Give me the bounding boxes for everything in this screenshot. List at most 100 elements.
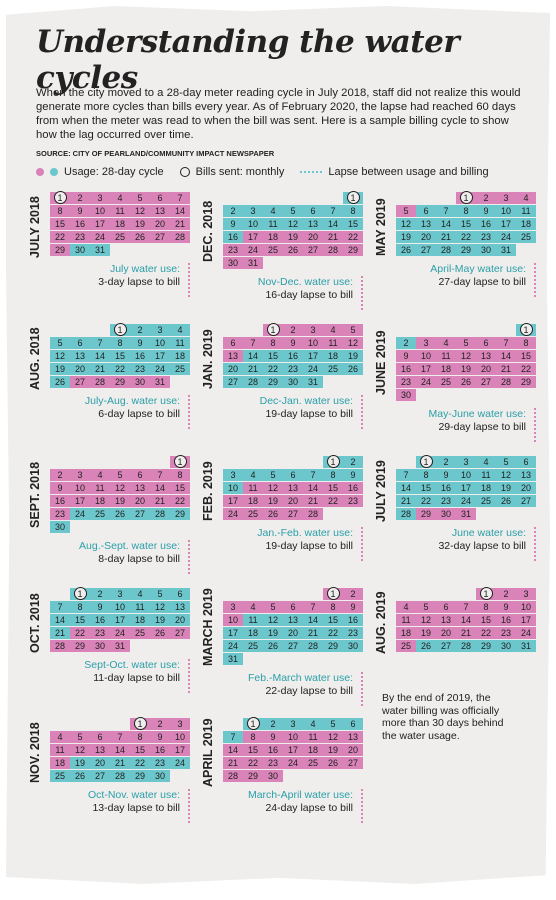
day-cell: 29 — [323, 640, 343, 652]
source: SOURCE: CITY OF PEARLAND/COMMUNITY IMPAC… — [36, 149, 275, 158]
day-cell: 25 — [90, 508, 110, 520]
day-cell: 30 — [476, 244, 496, 256]
day-number: 27 — [74, 377, 85, 387]
day-cell: 27 — [416, 244, 436, 256]
day-cell: 20 — [476, 363, 496, 375]
day-number: 18 — [327, 351, 338, 361]
note-text: 8-day lapse to bill — [98, 552, 180, 565]
day-cell: 29 — [243, 770, 263, 782]
day-cell: 1 — [456, 191, 476, 204]
day-number: 11 — [401, 615, 411, 625]
day-cell: 30 — [283, 376, 303, 388]
day-number: 17 — [420, 364, 431, 374]
day-number: 11 — [248, 615, 258, 625]
day-number: 19 — [400, 232, 411, 242]
day-cell: 6 — [516, 456, 536, 468]
day-cell: 25 — [170, 363, 190, 375]
day-cell: 1 — [70, 587, 90, 600]
day-number: 18 — [114, 219, 125, 229]
day-number: 28 — [327, 245, 338, 255]
day-number: 25 — [174, 364, 185, 374]
day-cell: 21 — [150, 495, 170, 507]
day-cell: 25 — [516, 231, 536, 243]
day-number: 19 — [267, 496, 278, 506]
day-number: 31 — [227, 654, 238, 664]
day-cell: 2 — [343, 588, 363, 600]
day-number: 24 — [520, 628, 531, 638]
day-cell: 28 — [303, 640, 323, 652]
day-cell: 13 — [283, 482, 303, 494]
day-number: 5 — [157, 589, 163, 599]
day-number: 24 — [500, 232, 511, 242]
day-cell: 9 — [496, 601, 516, 613]
day-cell: 5 — [50, 337, 70, 349]
day-cell: 26 — [70, 770, 90, 782]
day-cell: 21 — [396, 495, 416, 507]
note: Nov-Dec. water use: 16-day lapse to bill — [223, 276, 353, 301]
day-number: 13 — [74, 351, 85, 361]
day-number: 19 — [460, 364, 471, 374]
day-cell: 19 — [263, 495, 283, 507]
day-cell: 4 — [396, 601, 416, 613]
month-label: OCT. 2018 — [28, 593, 42, 653]
day-number: 23 — [74, 232, 85, 242]
intro: When the city moved to a 28-day meter re… — [36, 87, 521, 141]
note-text: 24-day lapse to bill — [265, 801, 353, 814]
day-cell: 22 — [476, 627, 496, 639]
day-cell: 7 — [90, 337, 110, 349]
day-number: 26 — [114, 509, 125, 519]
day-cell: 28 — [456, 640, 476, 652]
day-cell: 11 — [476, 469, 496, 481]
day-number: 3 — [503, 193, 509, 203]
day-cell: 10 — [170, 731, 190, 743]
day-cell: 22 — [516, 363, 536, 375]
day-number: 18 — [307, 745, 318, 755]
day-number: 3 — [157, 325, 163, 335]
day-number: 6 — [137, 470, 143, 480]
day-number: 9 — [350, 470, 356, 480]
day-cell: 21 — [436, 231, 456, 243]
day-cell: 27 — [476, 376, 496, 388]
day-number: 12 — [114, 483, 125, 493]
day-number: 23 — [440, 496, 451, 506]
day-cell: 18 — [243, 627, 263, 639]
day-number: 22 — [54, 232, 65, 242]
day-number: 12 — [134, 206, 145, 216]
day-cell: 7 — [243, 337, 263, 349]
day-number: 14 — [307, 615, 318, 625]
day-number: 8 — [350, 206, 356, 216]
month-label: DEC. 2018 — [201, 200, 215, 262]
closing-text: By the end of 2019, the water billing wa… — [382, 692, 504, 742]
day-cell: 14 — [436, 218, 456, 230]
lapse-arrow — [188, 395, 190, 429]
day-number: 1 — [326, 587, 340, 600]
day-cell: 24 — [70, 508, 90, 520]
day-cell: 19 — [456, 363, 476, 375]
day-number: 11 — [55, 745, 65, 755]
day-number: 5 — [57, 338, 63, 348]
day-number: 27 — [307, 245, 318, 255]
day-number: 11 — [115, 206, 125, 216]
day-cell: 11 — [170, 337, 190, 349]
day-number: 15 — [54, 219, 65, 229]
day-cell: 26 — [50, 376, 70, 388]
day-number: 13 — [94, 745, 105, 755]
day-cell: 23 — [70, 231, 90, 243]
day-cell: 12 — [343, 337, 363, 349]
day-number: 7 — [250, 338, 256, 348]
day-cell: 2 — [396, 337, 416, 349]
month-label: JULY 2019 — [374, 460, 388, 522]
day-cell: 14 — [456, 614, 476, 626]
day-cell: 23 — [496, 627, 516, 639]
day-number: 25 — [134, 628, 145, 638]
day-cell: 18 — [50, 757, 70, 769]
day-number: 15 — [347, 219, 358, 229]
day-cell: 6 — [436, 601, 456, 613]
day-number: 27 — [480, 377, 491, 387]
day-cell: 14 — [303, 614, 323, 626]
day-number: 9 — [350, 602, 356, 612]
day-number: 10 — [500, 206, 511, 216]
day-number: 29 — [174, 509, 185, 519]
day-cell: 13 — [416, 218, 436, 230]
day-number: 3 — [230, 602, 236, 612]
